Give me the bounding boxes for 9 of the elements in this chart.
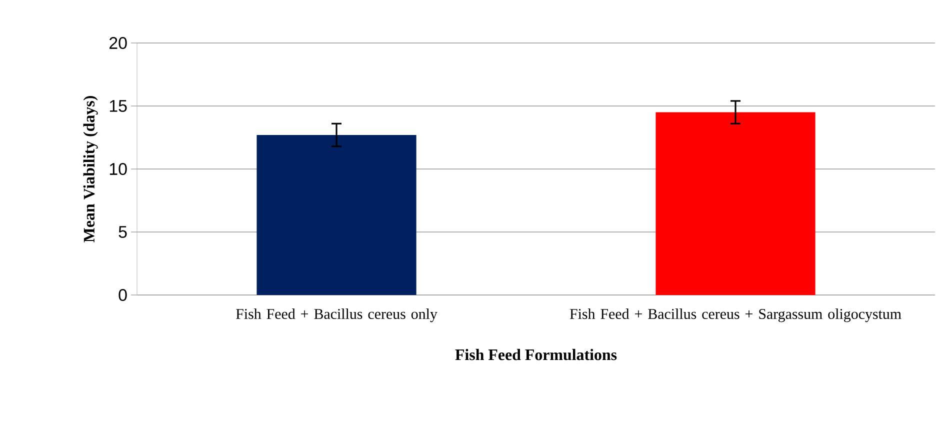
x-axis-title: Fish Feed Formulations	[455, 348, 617, 360]
x-tick-label: Fish Feed + Bacillus cereus + Sargassum oligocystum	[570, 308, 902, 322]
y-tick-label: 20	[110, 36, 127, 49]
x-tick-label: Fish Feed + Bacillus cereus only	[236, 308, 438, 322]
y-tick-label: 10	[110, 162, 127, 175]
y-tick-label: 5	[118, 226, 127, 238]
y-axis-title: Mean Viability (days)	[83, 96, 98, 242]
y-tick-label: 15	[110, 100, 127, 112]
y-tick-label: 0	[118, 288, 127, 301]
